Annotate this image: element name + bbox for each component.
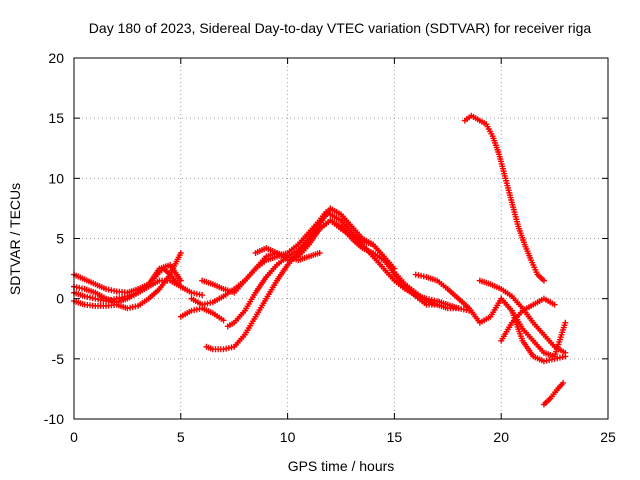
data-point [391, 265, 398, 272]
series-arc-12 [461, 112, 547, 284]
series-arc-14 [498, 295, 569, 360]
grid [74, 58, 608, 419]
data-point [434, 301, 441, 308]
series-arc-8 [199, 217, 398, 296]
data-point [551, 301, 558, 308]
x-tick-label: 20 [493, 429, 509, 445]
series-arc-6 [203, 205, 462, 353]
data-point [540, 277, 547, 284]
y-tick-label: 0 [56, 291, 64, 307]
y-tick-label: -5 [52, 351, 65, 367]
y-tick-label: 5 [56, 231, 64, 247]
series-arc-13 [476, 277, 569, 356]
series-arc-2 [71, 277, 206, 305]
chart-title: Day 180 of 2023, Sidereal Day-to-day VTE… [89, 20, 592, 36]
y-tick-label: 20 [48, 50, 64, 66]
series-arc-5 [188, 209, 473, 314]
series-arc-15 [498, 295, 558, 344]
data-point [177, 277, 184, 284]
x-axis-label: GPS time / hours [288, 458, 395, 474]
data-point [562, 319, 569, 326]
data-point [560, 379, 567, 386]
x-tick-label: 0 [70, 429, 78, 445]
data-point [220, 317, 227, 324]
data-point [562, 349, 569, 356]
y-tick-label: 15 [48, 110, 64, 126]
series-arc-16 [540, 379, 567, 408]
series-arc-3 [71, 249, 184, 312]
series-arc-10 [252, 245, 323, 264]
axis-ticks: 0 5 10 15 20 25 -10 -5 0 5 10 15 20 [44, 50, 616, 445]
data-point [455, 305, 462, 312]
y-tick-label: 10 [48, 170, 64, 186]
data-point [199, 292, 206, 299]
series-line [191, 211, 470, 312]
y-axis-label: SDTVAR / TECUs [7, 183, 23, 295]
y-tick-label: -10 [44, 411, 64, 427]
x-tick-label: 15 [387, 429, 403, 445]
data-series [71, 112, 569, 408]
x-tick-label: 10 [280, 429, 296, 445]
x-tick-label: 25 [600, 429, 616, 445]
series-arc-4 [71, 261, 184, 306]
data-point [177, 249, 184, 256]
x-tick-label: 5 [177, 429, 185, 445]
series-arc-9 [177, 305, 227, 324]
data-point [316, 249, 323, 256]
